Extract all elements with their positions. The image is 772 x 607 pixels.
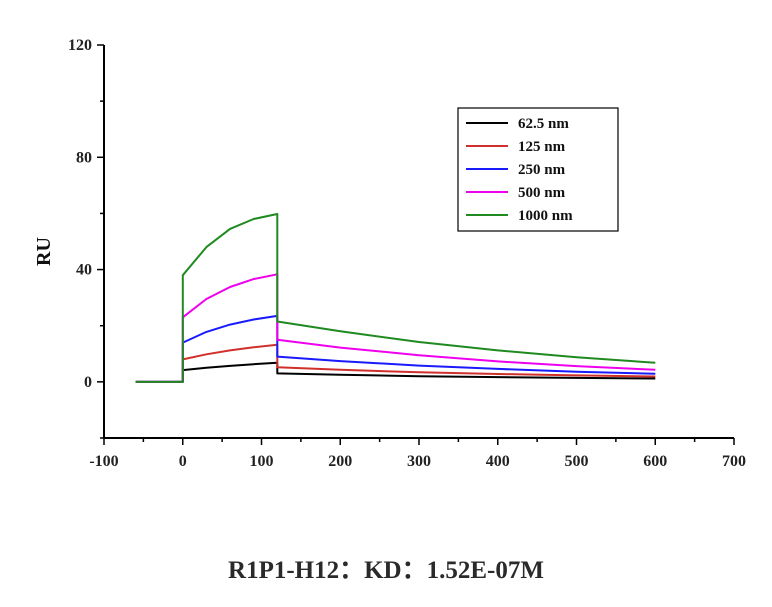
legend-label: 125 nm <box>518 139 566 155</box>
x-tick-label: 400 <box>486 453 510 470</box>
sensorgram-chart: 0 40 80 120 -100 0 100 200 300 400 500 600 700 RU 62.… <box>33 37 746 470</box>
legend-label: 500 nm <box>518 185 566 201</box>
x-tick-label: 200 <box>328 453 352 470</box>
caption-kd-text: R1P1-H12：KD：1.52E-07M <box>228 557 544 584</box>
x-tick-label: 500 <box>565 453 589 470</box>
legend-label: 1000 nm <box>518 208 573 224</box>
series-line <box>135 213 656 383</box>
x-axis-title-cropped-region <box>250 474 590 514</box>
x-tick-label: 0 <box>179 453 187 470</box>
x-tick-label: -100 <box>89 453 118 470</box>
x-tick-label: 100 <box>250 453 274 470</box>
x-tick-label: 600 <box>643 453 667 470</box>
legend-label: 62.5 nm <box>518 116 569 132</box>
x-tick-label: 300 <box>407 453 431 470</box>
y-tick-label: 120 <box>68 37 92 54</box>
legend-label: 250 nm <box>518 162 566 178</box>
axes: 0 40 80 120 -100 0 100 200 300 400 500 600 700 RU <box>33 37 746 470</box>
y-tick-label: 40 <box>76 262 92 279</box>
x-tick-label: 700 <box>722 453 746 470</box>
series-line <box>135 273 656 383</box>
legend: 62.5 nm 125 nm 250 nm 500 nm 1000 nm <box>457 107 619 232</box>
y-tick-label: 80 <box>76 149 92 166</box>
series-lines <box>135 213 656 383</box>
y-axis-label: RU <box>33 237 55 266</box>
y-tick-label: 0 <box>84 374 92 391</box>
